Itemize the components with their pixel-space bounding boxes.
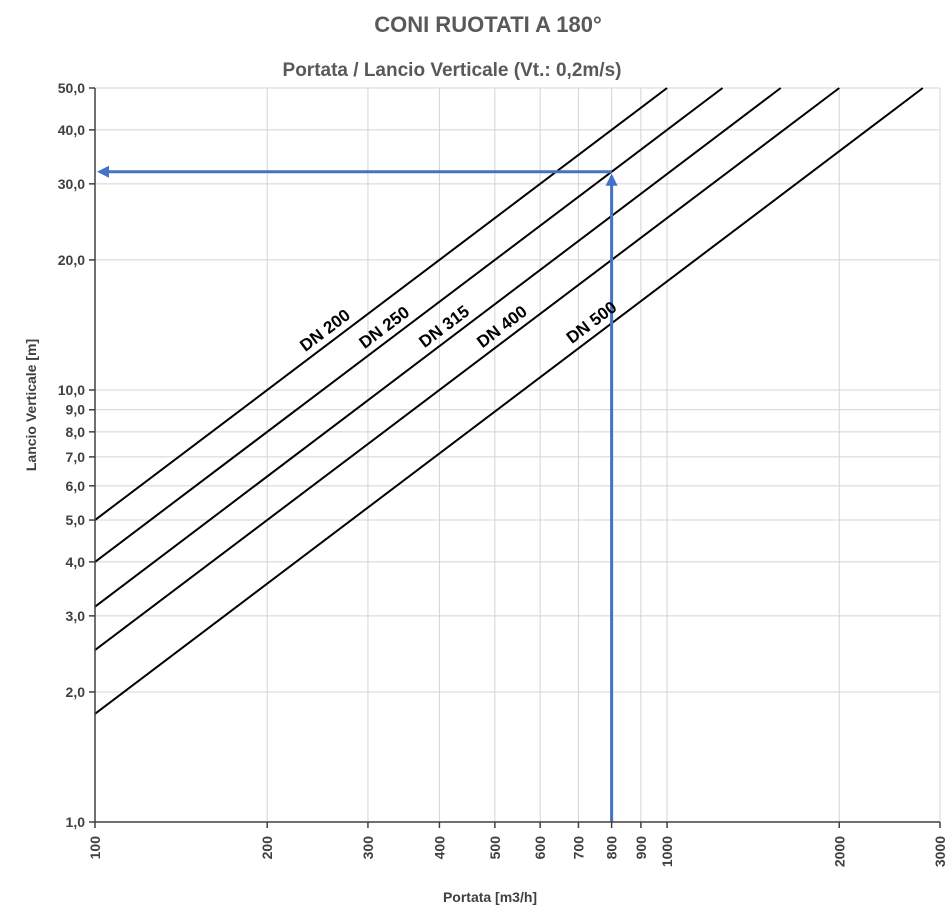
y-tick-label: 6,0 — [66, 478, 86, 494]
y-tick-label: 3,0 — [66, 608, 86, 624]
x-tick-label: 200 — [259, 836, 275, 860]
x-tick-label: 700 — [570, 836, 586, 860]
x-tick-label: 600 — [532, 836, 548, 860]
x-tick-label: 800 — [604, 836, 620, 860]
chart-subtitle: Portata / Lancio Verticale (Vt.: 0,2m/s) — [283, 60, 622, 81]
x-tick-label: 2000 — [831, 836, 847, 867]
series-line — [94, 87, 840, 651]
x-tick-label: 1000 — [659, 836, 675, 867]
x-tick-label: 900 — [633, 836, 649, 860]
grid — [95, 87, 941, 822]
arrow-up-head — [605, 173, 618, 186]
series-line — [94, 87, 924, 715]
axes — [89, 87, 941, 828]
series-group — [94, 87, 924, 715]
x-tick-label: 300 — [360, 836, 376, 860]
y-tick-label: 50,0 — [58, 80, 85, 96]
x-tick-label: 400 — [431, 836, 447, 860]
x-tick-label: 500 — [487, 836, 503, 860]
x-tick-label: 100 — [87, 836, 103, 860]
y-tick-label: 20,0 — [58, 252, 85, 268]
x-axis-title: Portata [m3/h] — [443, 889, 537, 905]
y-tick-label: 30,0 — [58, 176, 85, 192]
arrow-left-head — [97, 165, 109, 178]
y-tick-label: 4,0 — [66, 554, 86, 570]
series-line — [94, 87, 668, 521]
series-labels: DN 200 DN 250 DN 315 DN 400 DN 500 — [296, 298, 620, 356]
y-tick-label: 5,0 — [66, 512, 86, 528]
reading-arrow — [97, 165, 618, 822]
y-tick-label: 9,0 — [66, 402, 86, 418]
y-tick-label: 8,0 — [66, 424, 86, 440]
x-tick-label: 3000 — [932, 836, 946, 867]
y-axis-title: Lancio Verticale [m] — [23, 339, 39, 471]
chart-title: CONI RUOTATI A 180° — [374, 12, 602, 37]
series-line — [94, 87, 782, 608]
y-tick-label: 40,0 — [58, 122, 85, 138]
series-line — [94, 87, 724, 563]
y-tick-label: 10,0 — [58, 382, 85, 398]
y-tick-label: 2,0 — [66, 684, 86, 700]
y-tick-label: 7,0 — [66, 449, 86, 465]
y-tick-label: 1,0 — [66, 814, 86, 830]
tick-labels: 100 200 300 400 500 600 700 800 900 1000 2000 3000 1… — [58, 80, 946, 867]
